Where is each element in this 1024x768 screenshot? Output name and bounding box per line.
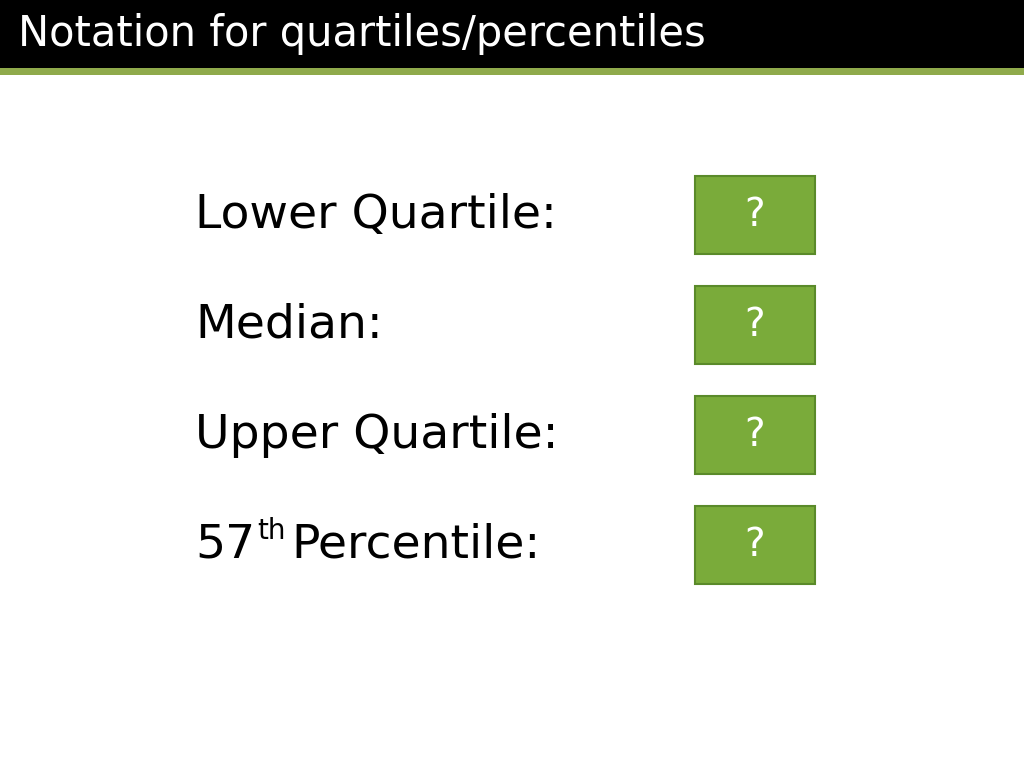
Text: Lower Quartile:: Lower Quartile: (195, 193, 557, 237)
Text: 57: 57 (195, 522, 255, 568)
FancyBboxPatch shape (695, 396, 815, 474)
Text: Upper Quartile:: Upper Quartile: (195, 412, 558, 458)
Text: ?: ? (744, 196, 765, 234)
Text: Percentile:: Percentile: (292, 522, 541, 568)
FancyBboxPatch shape (0, 0, 1024, 68)
Text: Median:: Median: (195, 303, 383, 347)
FancyBboxPatch shape (695, 176, 815, 254)
FancyBboxPatch shape (0, 68, 1024, 75)
FancyBboxPatch shape (695, 286, 815, 364)
Text: Notation for quartiles/percentiles: Notation for quartiles/percentiles (18, 13, 706, 55)
Text: ?: ? (744, 526, 765, 564)
Text: ?: ? (744, 416, 765, 454)
Text: th: th (257, 517, 286, 545)
Text: ?: ? (744, 306, 765, 344)
FancyBboxPatch shape (695, 506, 815, 584)
